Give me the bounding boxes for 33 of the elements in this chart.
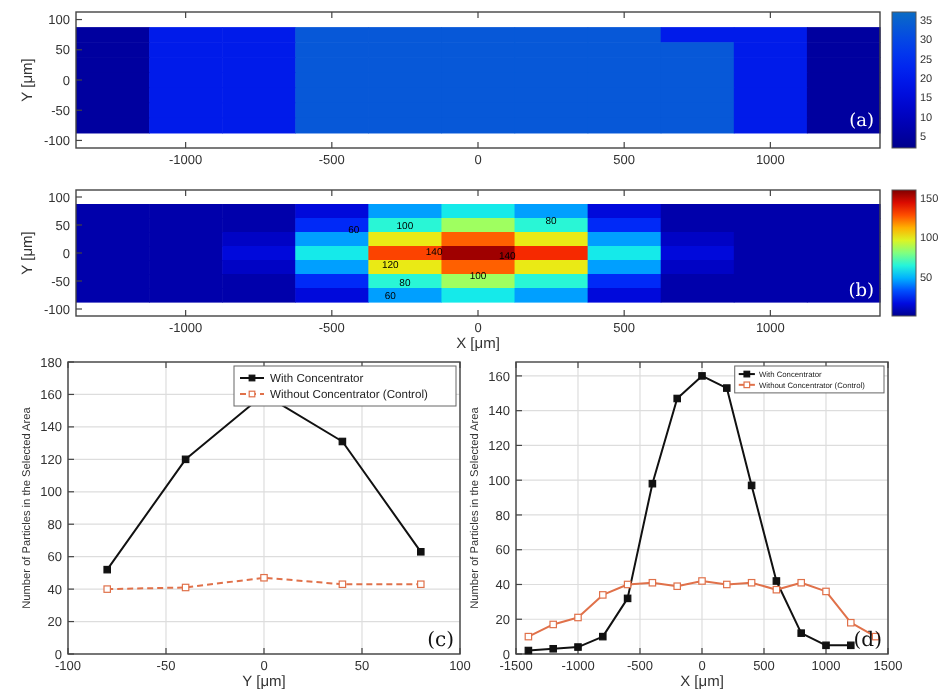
annotation: (c) — [427, 630, 455, 652]
point — [673, 582, 681, 591]
annotation: (d) — [853, 630, 883, 652]
point — [723, 580, 731, 589]
point — [549, 620, 557, 629]
point — [822, 641, 830, 650]
point — [797, 629, 805, 637]
point — [260, 573, 268, 582]
point — [723, 384, 731, 392]
point — [797, 578, 805, 587]
point — [599, 591, 607, 599]
point — [747, 578, 756, 587]
point — [847, 641, 855, 650]
annotation: (b) — [848, 281, 874, 302]
point — [103, 585, 111, 593]
point — [698, 577, 706, 585]
point — [574, 613, 582, 622]
point — [103, 565, 111, 574]
point — [847, 618, 855, 627]
point — [673, 394, 681, 403]
point — [417, 580, 425, 589]
point — [772, 577, 781, 585]
annotation: (a) — [849, 112, 874, 133]
point — [181, 455, 190, 464]
point — [599, 632, 607, 641]
point — [549, 644, 557, 653]
point — [698, 372, 706, 380]
point — [417, 548, 425, 556]
point — [772, 585, 781, 594]
point — [648, 578, 657, 587]
point — [822, 587, 830, 596]
point — [338, 580, 347, 589]
point — [648, 479, 657, 488]
